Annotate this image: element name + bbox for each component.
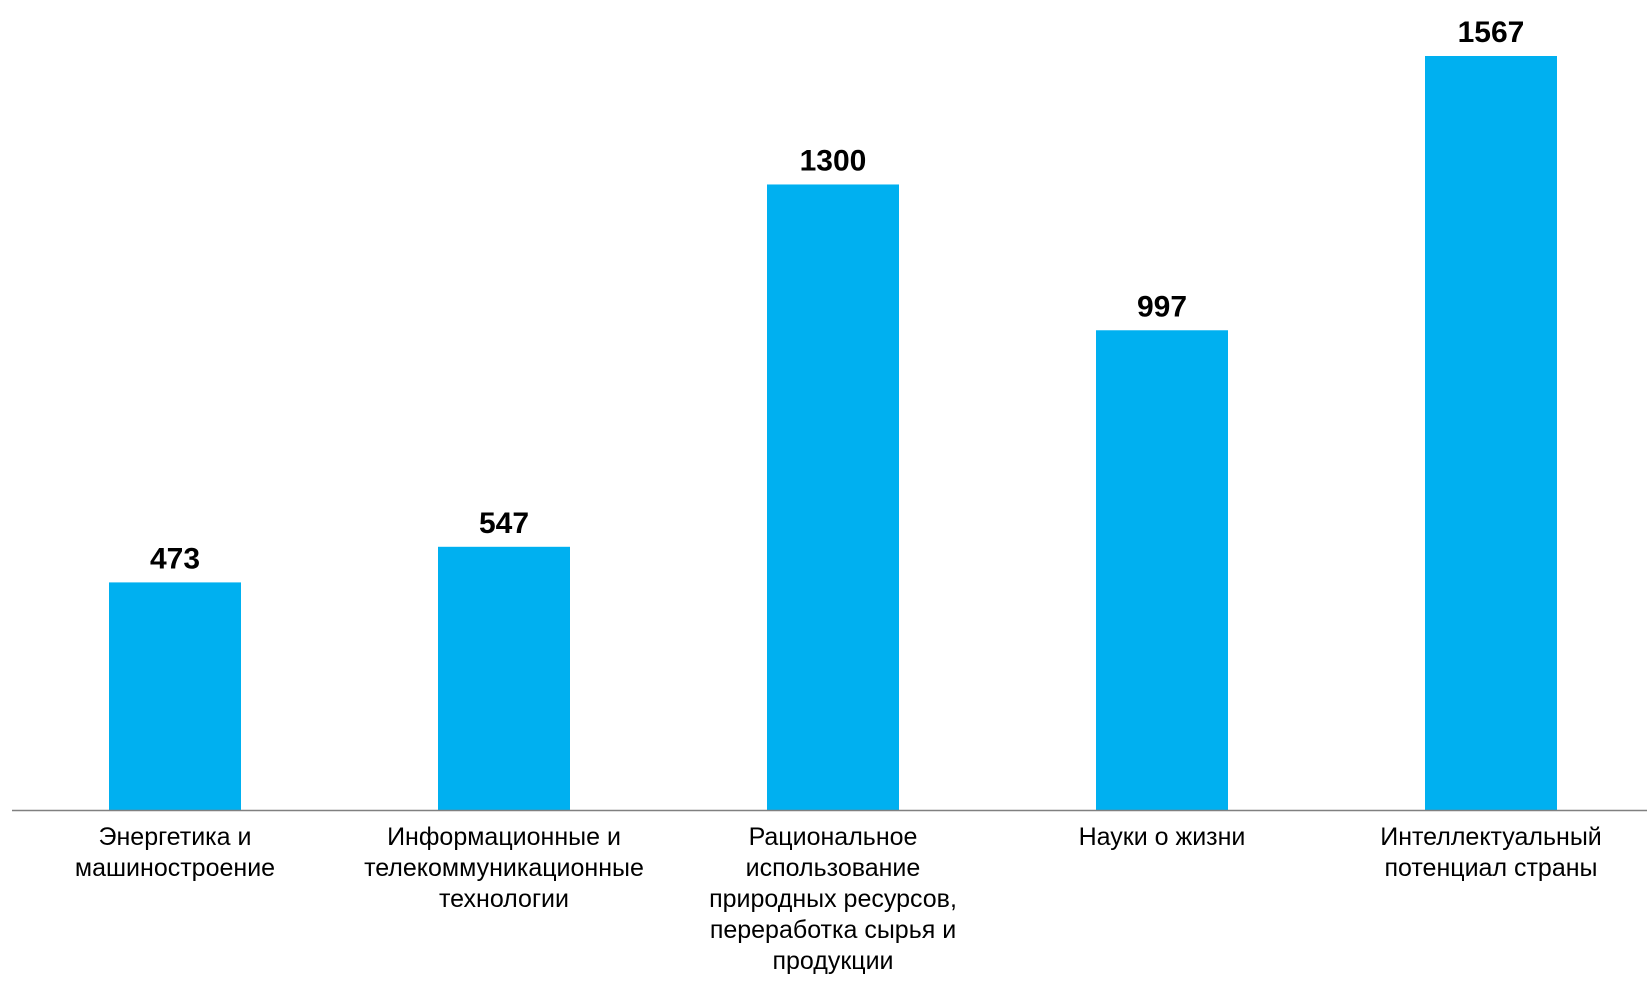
bar-4	[1425, 56, 1557, 810]
category-label-0-line-1: машиностроение	[75, 854, 275, 882]
category-label-2: Рациональное использование природных ресур…	[709, 823, 957, 975]
bars-group	[109, 56, 1557, 810]
category-labels-group: Энергетика и машиностроение Информационные…	[75, 823, 1602, 975]
category-label-4-line-0: Интеллектуальный	[1380, 823, 1602, 851]
value-label-0: 473	[150, 542, 200, 575]
category-label-1-line-0: Информационные и	[387, 823, 621, 851]
category-label-4: Интеллектуальный потенциал страны	[1380, 823, 1602, 882]
category-label-1: Информационные и телекоммуникационные техн…	[364, 823, 644, 913]
category-label-0: Энергетика и машиностроение	[75, 823, 275, 882]
category-label-2-line-2: природных ресурсов,	[709, 885, 957, 913]
category-label-1-line-2: технологии	[439, 885, 569, 913]
bar-2	[767, 184, 899, 810]
category-label-4-line-1: потенциал страны	[1384, 854, 1597, 882]
category-label-2-line-3: переработка сырья и	[710, 916, 956, 944]
category-label-1-line-1: телекоммуникационные	[364, 854, 644, 882]
category-label-3: Науки о жизни	[1079, 823, 1246, 851]
category-label-2-line-0: Рациональное	[749, 823, 918, 851]
value-label-3: 997	[1137, 290, 1187, 323]
value-label-1: 547	[479, 507, 529, 540]
value-label-2: 1300	[800, 144, 867, 177]
category-label-2-line-1: использование	[746, 854, 921, 882]
bar-1	[438, 546, 570, 810]
category-label-2-line-4: продукции	[772, 947, 893, 975]
bar-3	[1096, 330, 1228, 810]
bar-0	[109, 582, 241, 810]
value-labels-group: 473 547 1300 997 1567	[150, 16, 1524, 575]
category-label-0-line-0: Энергетика и	[99, 823, 252, 851]
category-label-3-line-0: Науки о жизни	[1079, 823, 1246, 851]
value-label-4: 1567	[1458, 16, 1525, 49]
